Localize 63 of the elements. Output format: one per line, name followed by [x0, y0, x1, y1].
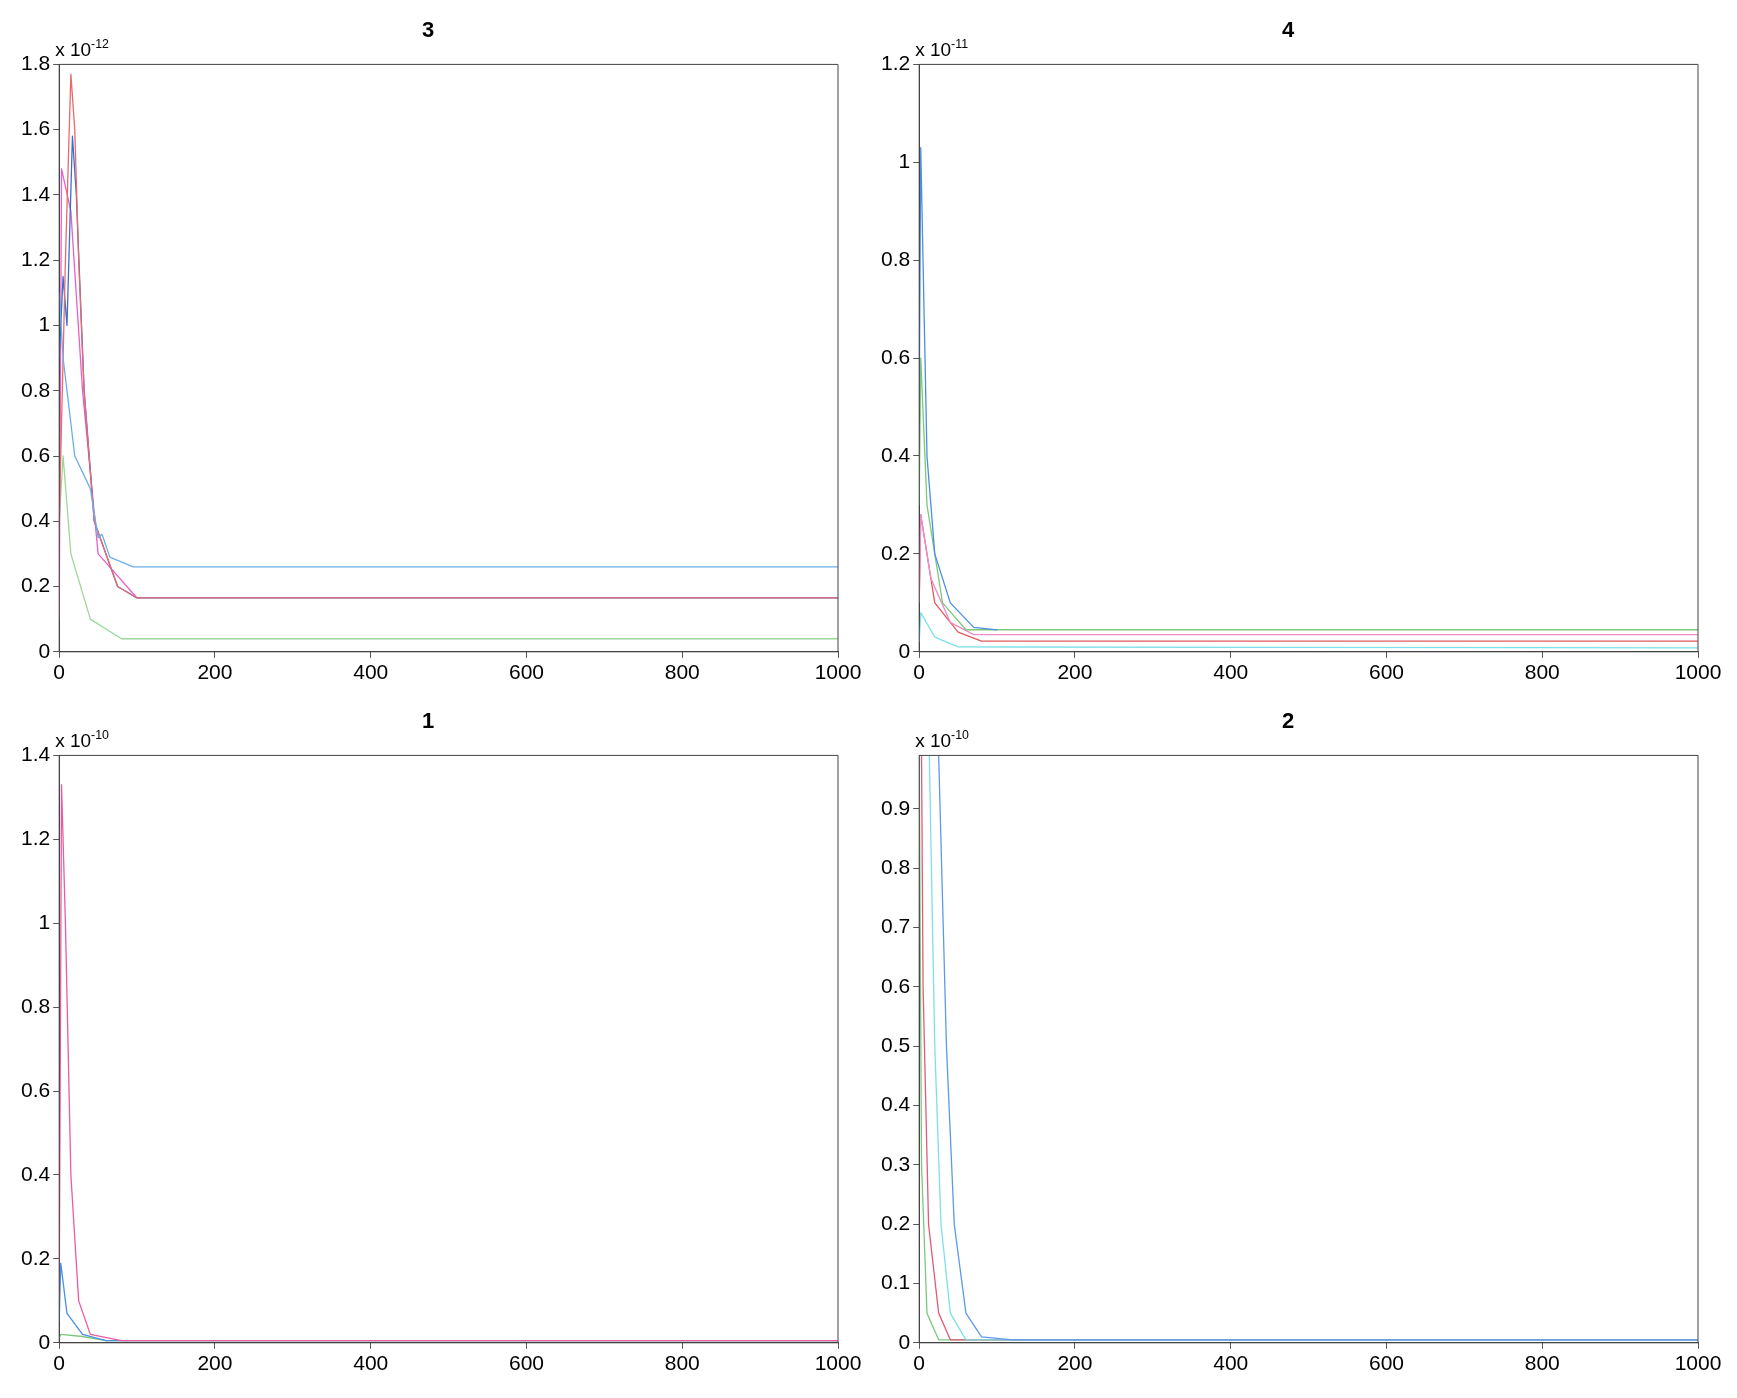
y-tick-label: 0.2: [20, 573, 51, 597]
y-tick-label: 0: [38, 1329, 51, 1353]
chart-title: 2: [1281, 708, 1295, 734]
y-tick-label: 1: [898, 149, 911, 173]
y-tick-label: 0.6: [20, 442, 51, 466]
y-tick-label: 0.9: [880, 795, 911, 819]
y-tick-label: 1.2: [880, 51, 911, 75]
x-tick-label: 1000: [1674, 1351, 1722, 1375]
y-tick-label: 0.5: [880, 1032, 911, 1056]
x-tick-label: 0: [53, 1351, 66, 1375]
y-tick-label: 0.4: [880, 442, 911, 466]
y-tick-label: 1.2: [20, 826, 51, 850]
x-tick-label: 400: [353, 1351, 389, 1375]
y-tick-label: 0.2: [880, 1210, 911, 1234]
y-tick-label: 0: [38, 638, 51, 662]
x-tick-label: 600: [508, 1351, 544, 1375]
x-tick-label: 800: [664, 660, 700, 684]
y-tick-label: 1.4: [20, 181, 51, 205]
x-tick-label: 600: [508, 660, 544, 684]
x-tick-label: 600: [1368, 1351, 1404, 1375]
x-tick-label: 800: [1524, 1351, 1560, 1375]
y-tick-label: 0: [898, 1329, 911, 1353]
y-tick-label: 0.8: [20, 377, 51, 401]
y-tick-label: 0.7: [880, 914, 911, 938]
y-tick-label: 1: [38, 910, 51, 934]
x-tick-label: 0: [913, 1351, 926, 1375]
x-tick-label: 0: [913, 660, 926, 684]
x-tick-label: 0: [53, 660, 66, 684]
y-tick-label: 0.4: [20, 508, 51, 532]
chart-title: 3: [421, 17, 435, 43]
x-tick-label: 200: [1057, 1351, 1093, 1375]
y-tick-label: 0.8: [20, 993, 51, 1017]
x-tick-label: 1000: [814, 660, 862, 684]
y-tick-label: 0.2: [880, 540, 911, 564]
x-tick-label: 200: [197, 1351, 233, 1375]
y-tick-label: 0.8: [880, 854, 911, 878]
y-tick-label: 0.6: [20, 1077, 51, 1101]
x-tick-label: 1000: [1674, 660, 1722, 684]
x-tick-label: 400: [1213, 660, 1249, 684]
y-tick-label: 1.6: [20, 116, 51, 140]
y-tick-label: 0.6: [880, 973, 911, 997]
y-tick-label: 1.4: [20, 742, 51, 766]
x-tick-label: 400: [353, 660, 389, 684]
x-tick-label: 200: [1057, 660, 1093, 684]
x-tick-label: 800: [1524, 660, 1560, 684]
y-tick-label: 0.1: [880, 1270, 911, 1294]
y-tick-label: 1.2: [20, 247, 51, 270]
x-tick-label: 800: [664, 1351, 700, 1375]
y-tick-label: 0.4: [20, 1161, 51, 1185]
x-tick-label: 200: [197, 660, 233, 684]
y-tick-label: 0.3: [880, 1151, 911, 1175]
chart-title: 4: [1281, 17, 1295, 43]
x-tick-label: 400: [1213, 1351, 1249, 1375]
y-tick-label: 0: [898, 638, 911, 662]
y-tick-label: 1.8: [20, 51, 51, 75]
y-tick-label: 1: [38, 312, 51, 336]
chart-title: 1: [421, 708, 435, 734]
y-tick-label: 0.8: [880, 247, 911, 270]
y-tick-label: 0.4: [880, 1092, 911, 1116]
x-tick-label: 600: [1368, 660, 1404, 684]
y-tick-label: 0.6: [880, 344, 911, 368]
y-tick-label: 0.2: [20, 1245, 51, 1269]
x-tick-label: 1000: [814, 1351, 862, 1375]
